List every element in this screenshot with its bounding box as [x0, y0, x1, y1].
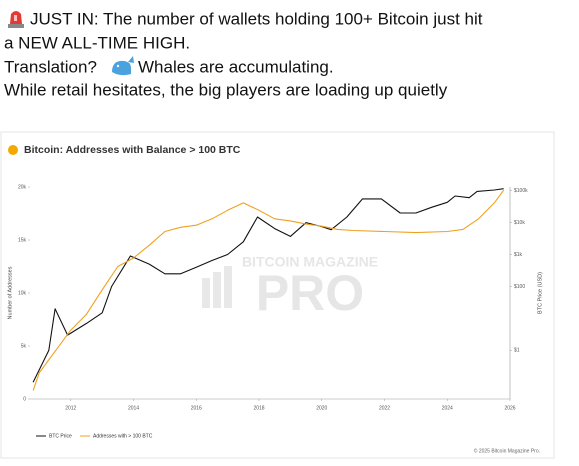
y2-tick-label: $1 — [514, 348, 520, 354]
post-line: Whales are accumulating. — [138, 57, 334, 76]
whale-icon — [112, 56, 134, 76]
y-tick-label: 15k — [18, 237, 27, 243]
series-line — [32, 188, 504, 383]
x-tick-label: 2012 — [65, 405, 76, 411]
y2-tick-label: $100 — [514, 284, 525, 290]
x-tick-label: 2020 — [316, 405, 327, 411]
legend-label: Addresses with > 100 BTC — [93, 433, 153, 439]
y-tick-label: 20k — [18, 184, 27, 190]
copyright: © 2025 Bitcoin Magazine Pro. — [474, 447, 540, 454]
post-line: a NEW ALL-TIME HIGH. — [4, 33, 190, 52]
x-tick-label: 2022 — [379, 405, 390, 411]
x-tick-label: 2026 — [504, 405, 515, 411]
y-tick-label: 10k — [18, 290, 27, 296]
siren-icon — [8, 11, 24, 28]
y-axis-label: Number of Addresses — [7, 266, 13, 319]
legend-label: BTC Price — [49, 433, 72, 439]
series-line — [32, 189, 505, 391]
watermark: PRO — [256, 265, 364, 321]
watermark-logo — [202, 266, 232, 308]
post-line: JUST IN: The number of wallets holding 1… — [30, 9, 483, 28]
plot-area — [30, 187, 510, 399]
chart-title: Bitcoin: Addresses with Balance > 100 BT… — [24, 144, 241, 156]
y2-tick-label: $1k — [514, 252, 523, 258]
y2-tick-label: $100k — [514, 188, 528, 194]
x-tick-label: 2016 — [191, 405, 202, 411]
y-tick-label: 0 — [23, 396, 26, 402]
post-line: While retail hesitates, the big players … — [4, 80, 448, 99]
y-tick-label: 5k — [21, 343, 27, 349]
watermark: BITCOIN MAGAZINE — [242, 254, 378, 270]
x-tick-label: 2024 — [442, 405, 453, 411]
x-tick-label: 2014 — [128, 405, 139, 411]
x-tick-label: 2018 — [253, 405, 264, 411]
y2-axis-label: BTC Price (USD) — [537, 272, 543, 314]
post-line: Translation? — [4, 57, 97, 76]
y2-tick-label: $10k — [514, 220, 525, 226]
btc-logo — [8, 145, 18, 155]
